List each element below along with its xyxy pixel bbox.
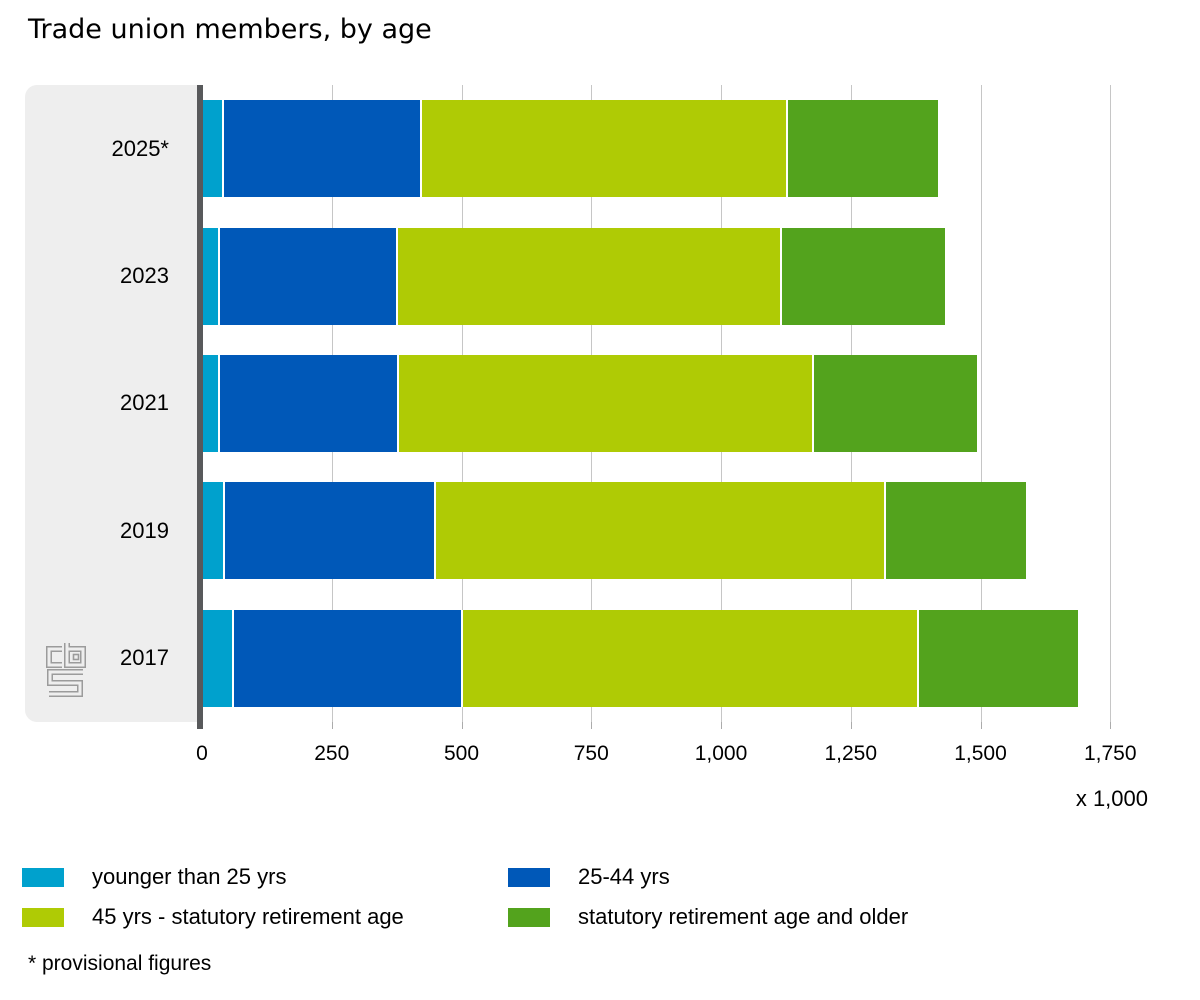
y-axis-label: 2021 — [120, 390, 169, 416]
legend-swatch — [22, 867, 64, 887]
legend-swatch — [508, 907, 550, 927]
stacked-bar — [203, 609, 1079, 707]
legend-label: younger than 25 yrs — [92, 864, 287, 889]
x-axis-tick-label: 1,750 — [1083, 742, 1137, 765]
gridline — [1110, 85, 1112, 722]
bar-segment — [433, 482, 884, 580]
axis-tick — [461, 722, 463, 729]
bar-row — [203, 340, 1153, 467]
x-axis-tick-label: 0 — [196, 742, 208, 765]
stacked-bar — [203, 354, 977, 452]
y-axis-panel: 2025* 2023 2021 2019 2017 — [25, 85, 197, 722]
legend-item: younger than 25 yrs — [22, 864, 508, 890]
axis-tick — [850, 722, 852, 729]
bar-segment — [218, 227, 397, 325]
bar-segment — [203, 227, 219, 325]
bars-container — [203, 85, 1153, 722]
bar-row — [203, 595, 1153, 722]
x-axis-tick-label: 1,500 — [954, 742, 1007, 765]
legend-label: 45 yrs - statutory retirement age — [92, 904, 404, 929]
stacked-bar — [203, 100, 939, 198]
y-axis-label: 2019 — [120, 517, 169, 543]
gridline — [980, 85, 982, 722]
legend: younger than 25 yrs 25-44 yrs 45 yrs - sta… — [22, 864, 908, 930]
legend-item: statutory retirement age and older — [508, 904, 908, 930]
bar-segment — [460, 609, 918, 707]
bar-segment — [222, 482, 434, 580]
bar-row — [203, 212, 1153, 339]
x-axis-tick-label: 500 — [443, 742, 480, 765]
bar-row — [203, 467, 1153, 594]
x-axis-unit-label: x 1,000 — [1075, 786, 1148, 811]
stacked-bar — [203, 482, 1026, 580]
bar-segment — [203, 354, 219, 452]
bar-segment — [917, 609, 1079, 707]
x-axis-tick-label: 1,000 — [694, 742, 748, 765]
bar-segment — [218, 354, 398, 452]
bar-segment — [232, 609, 461, 707]
chart-title: Trade union members, by age — [28, 14, 432, 45]
legend-swatch — [508, 867, 550, 887]
axis-tick — [1110, 722, 1112, 729]
bar-segment — [811, 354, 977, 452]
legend-item: 45 yrs - statutory retirement age — [22, 904, 508, 930]
legend-swatch — [22, 907, 64, 927]
plot-area: 2025* 2023 2021 2019 2017 0 250 500 750 1,000 1,2… — [0, 85, 1200, 815]
axis-tick — [980, 722, 982, 729]
y-axis-label: 2023 — [120, 263, 169, 289]
bar-segment — [883, 482, 1026, 580]
legend-label: 25-44 yrs — [578, 864, 670, 889]
x-axis-tick-label: 750 — [573, 742, 609, 765]
bar-segment — [203, 100, 223, 198]
bar-segment — [222, 100, 420, 198]
x-axis-tick-label: 250 — [314, 742, 350, 765]
bar-segment — [396, 227, 781, 325]
y-axis-label: 2025* — [111, 135, 169, 161]
bar-row — [203, 85, 1153, 212]
legend-label: statutory retirement age and older — [578, 904, 909, 929]
y-axis-line — [197, 85, 203, 729]
bar-segment — [780, 227, 945, 325]
y-axis-label: 2017 — [120, 645, 169, 671]
axis-tick — [331, 722, 333, 729]
cbs-logo-icon — [46, 643, 86, 697]
x-axis-tick-label: 1,250 — [824, 742, 878, 765]
bar-segment — [786, 100, 939, 198]
bar-segment — [419, 100, 787, 198]
axis-tick — [591, 722, 593, 729]
axis-tick — [721, 722, 722, 729]
bar-segment — [203, 482, 223, 580]
bar-segment — [397, 354, 812, 452]
footnote: * provisional figures — [28, 952, 212, 975]
bar-segment — [203, 609, 233, 707]
stacked-bar — [203, 227, 945, 325]
legend-item: 25-44 yrs — [508, 864, 908, 890]
y-axis-labels: 2025* 2023 2021 2019 2017 — [25, 85, 197, 722]
